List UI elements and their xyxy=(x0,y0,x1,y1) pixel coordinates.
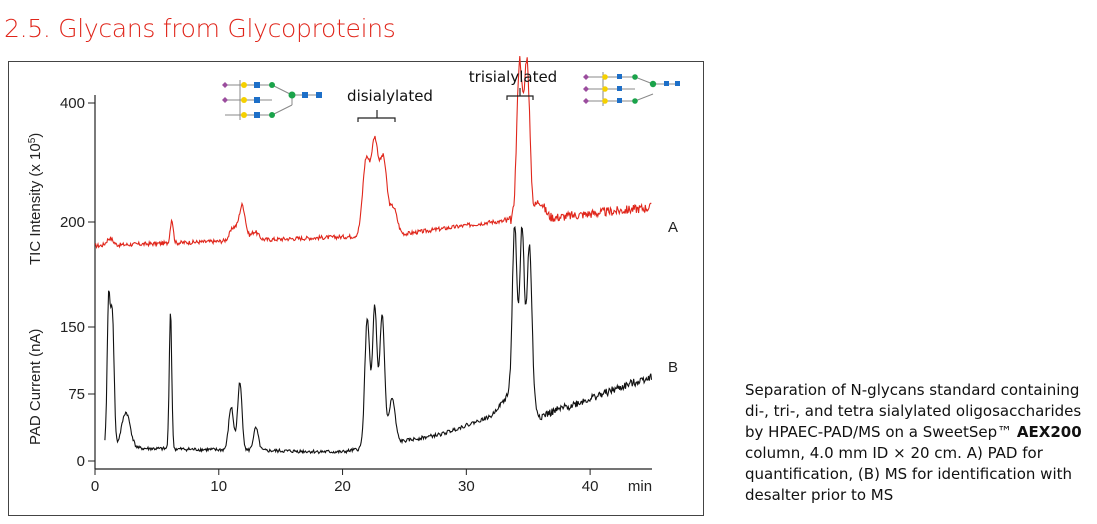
y-tick-label-150: 150 xyxy=(60,319,85,336)
y-axis-label-pad: PAD Current (nA) xyxy=(27,329,44,445)
section-title: 2.5. Glycans from Glycoproteins xyxy=(4,14,396,43)
y-tick-label-400: 400 xyxy=(60,95,85,112)
disialylated-label: disialylated xyxy=(347,87,433,105)
series-label-a: A xyxy=(668,219,678,236)
series-label-b: B xyxy=(668,359,678,376)
figure-frame xyxy=(8,61,704,516)
column-name: AEX200 xyxy=(1016,423,1082,441)
series-line-a xyxy=(94,56,652,250)
glycan-structure-icon-disialylated xyxy=(222,80,322,120)
x-tick-label-20: 20 xyxy=(334,478,351,495)
x-tick-label-40: 40 xyxy=(582,478,599,495)
trisialylated-bracket xyxy=(506,88,534,100)
figure-caption: Separation of N-glycans standard contain… xyxy=(745,381,1082,504)
x-tick-label-30: 30 xyxy=(458,478,475,495)
y-axis-label-tic: TIC Intensity (x 105) xyxy=(27,133,45,265)
x-tick-label-10: 10 xyxy=(210,478,227,495)
x-tick-label-0: 0 xyxy=(91,478,99,495)
x-axis-label: min xyxy=(628,478,652,495)
y-tick-label-0: 0 xyxy=(77,453,85,470)
glycan-structure-icon-trisialylated xyxy=(583,72,680,106)
trisialylated-label: trisialylated xyxy=(469,68,557,86)
y-tick-label-75: 75 xyxy=(68,386,85,403)
series-line-b xyxy=(104,225,653,455)
disialylated-bracket xyxy=(357,110,396,122)
y-tick-label-200: 200 xyxy=(60,214,85,231)
